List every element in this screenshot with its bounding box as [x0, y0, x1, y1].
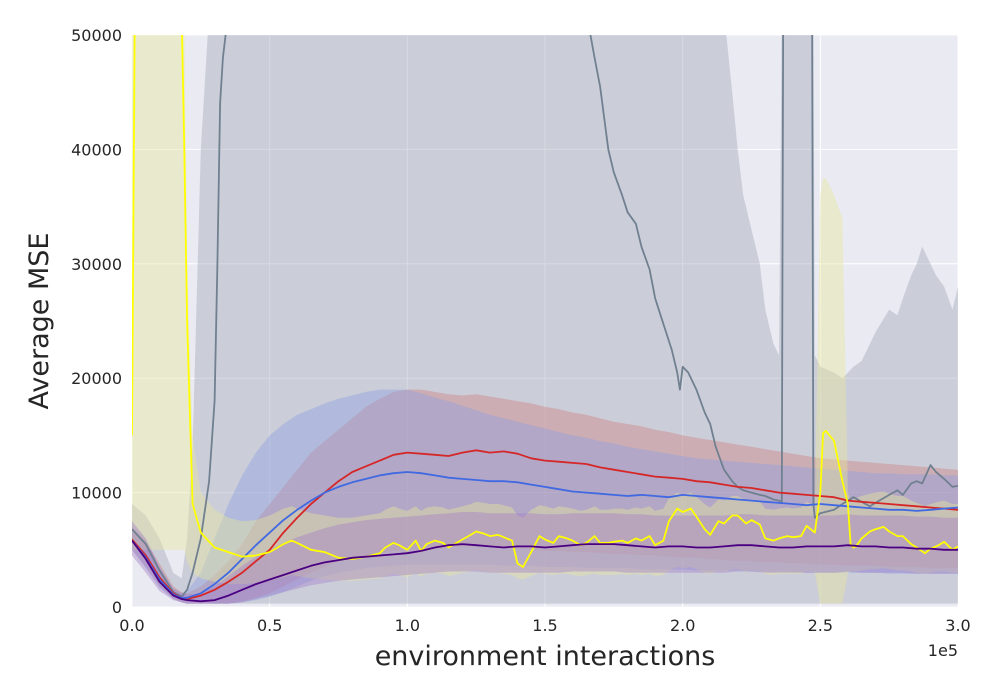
x-tick-label: 1.5: [532, 616, 557, 635]
x-tick-label: 2.5: [808, 616, 833, 635]
series-1-line: [132, 449, 958, 600]
x-tick-label: 1.0: [395, 616, 420, 635]
grid: [131, 34, 959, 608]
y-tick-label: 30000: [71, 255, 122, 274]
series-4-band: [132, 512, 958, 604]
y-tick-label: 0: [112, 598, 122, 617]
series-4-line: [132, 540, 958, 603]
y-axis-label: Average MSE: [24, 233, 55, 410]
series-1-band: [132, 389, 958, 604]
x-tick-label: 0.5: [257, 616, 282, 635]
x-tick-label: 2.0: [670, 616, 695, 635]
series-3-line: [132, 35, 958, 568]
series-2-band: [132, 389, 958, 604]
x-axis-label: environment interactions: [375, 641, 716, 672]
x-tick-label: 0.0: [119, 616, 144, 635]
x-offset-label: 1e5: [928, 641, 958, 660]
series-lines: [132, 35, 958, 603]
y-tick-label: 20000: [71, 369, 122, 388]
y-tick-label: 10000: [71, 484, 122, 503]
x-tick-labels: 0.0 0.5 1.0 1.5 2.0 2.5 3.0: [119, 616, 970, 635]
y-tick-labels: 0 10000 20000 30000 40000 50000: [71, 26, 122, 617]
y-tick-label: 50000: [71, 26, 122, 45]
y-tick-label: 40000: [71, 140, 122, 159]
series-0-line: [132, 35, 958, 598]
x-tick-label: 3.0: [945, 616, 970, 635]
series-0-band: [132, 35, 958, 604]
